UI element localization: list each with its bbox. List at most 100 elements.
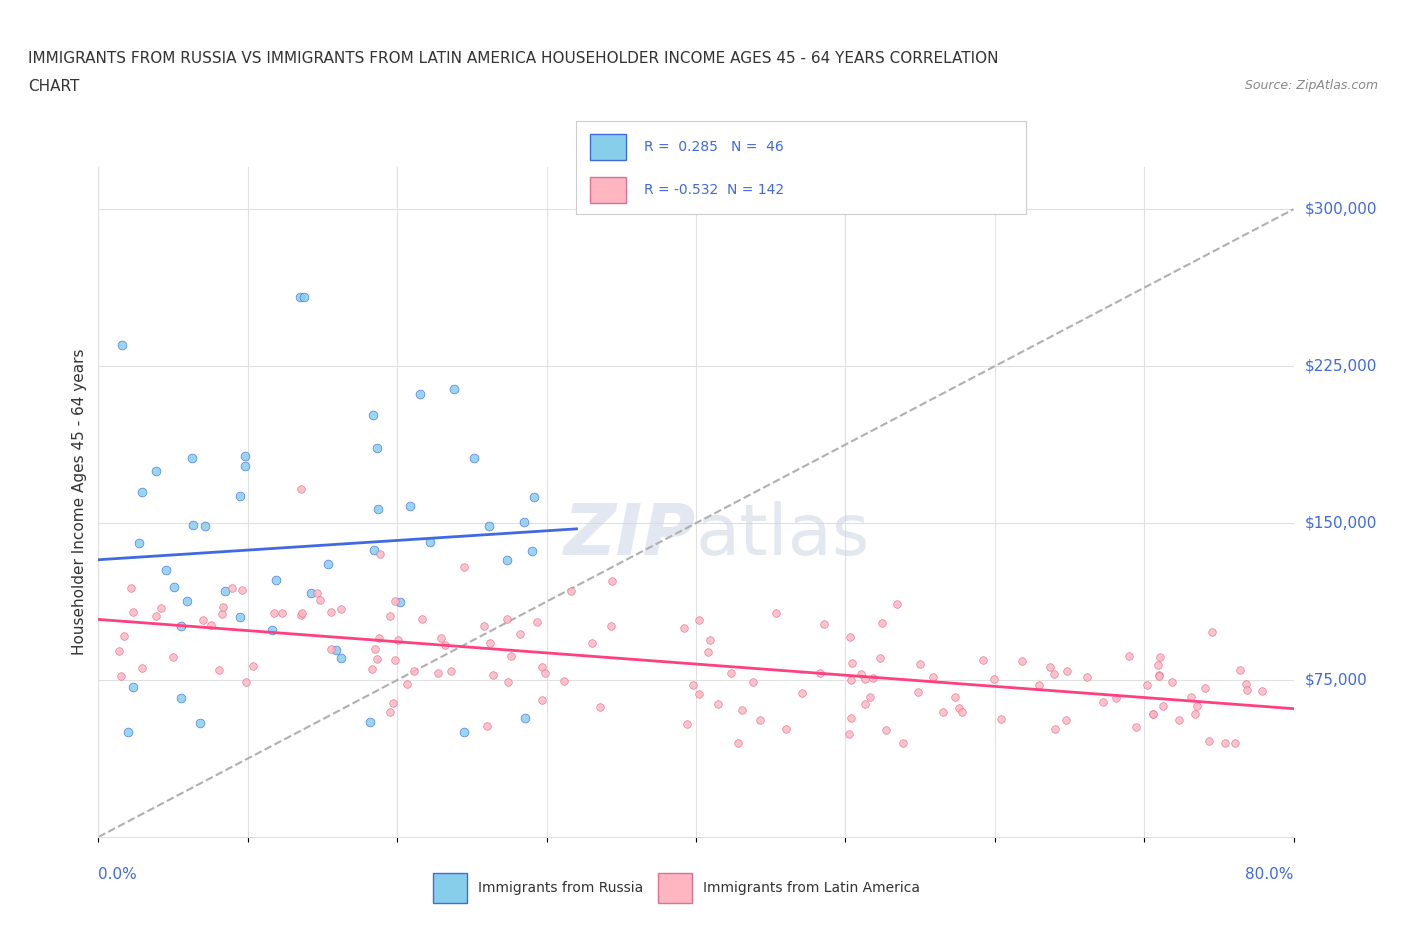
Point [1136,677,1159,692]
Point [440,664,463,679]
Point [509,626,531,641]
Point [851,667,873,682]
Point [1076,670,1098,684]
Point [221,580,243,595]
Point [453,725,475,740]
Point [1236,683,1258,698]
Point [688,613,710,628]
Point [869,651,891,666]
Text: IMMIGRANTS FROM RUSSIA VS IMMIGRANTS FROM LATIN AMERICA HOUSEHOLDER INCOME AGES : IMMIGRANTS FROM RUSSIA VS IMMIGRANTS FRO… [28,51,998,66]
FancyBboxPatch shape [591,177,626,203]
Point [1043,667,1066,682]
Point [368,631,391,645]
Point [363,542,385,557]
Point [108,644,131,658]
Text: Immigrants from Latin America: Immigrants from Latin America [703,881,920,896]
Point [859,689,882,704]
Point [112,629,135,644]
Point [131,485,153,499]
Point [329,651,352,666]
Point [368,546,391,561]
Point [672,620,695,635]
Text: CHART: CHART [28,79,80,94]
Point [560,583,582,598]
Point [122,680,145,695]
Point [478,636,501,651]
Point [1056,663,1078,678]
Point [181,450,204,465]
Point [117,725,139,740]
Point [1234,676,1257,691]
Point [1142,706,1164,721]
Point [727,736,749,751]
Point [367,501,389,516]
Text: $150,000: $150,000 [1305,515,1376,531]
Point [1180,689,1202,704]
Point [292,290,315,305]
Point [121,604,143,619]
Point [1185,698,1208,713]
Point [128,536,150,551]
Point [872,616,894,631]
Point [305,585,328,600]
Point [481,668,503,683]
Point [1028,677,1050,692]
Point [380,608,402,623]
Point [402,663,425,678]
Point [600,618,623,633]
Point [808,666,831,681]
Point [853,697,876,711]
Point [496,553,519,568]
Point [749,712,772,727]
Point [530,659,553,674]
Point [1147,669,1170,684]
Point [495,612,517,627]
Point [676,716,699,731]
Point [361,662,384,677]
Point [682,678,704,693]
Point [932,704,955,719]
Point [600,573,623,588]
Point [526,614,548,629]
Text: $225,000: $225,000 [1305,359,1376,374]
Point [329,602,352,617]
Point [162,649,184,664]
Point [233,458,256,473]
Point [262,623,284,638]
Point [163,580,186,595]
Point [290,607,312,622]
Point [434,637,457,652]
Point [359,714,381,729]
Point [1152,698,1174,713]
Point [972,652,994,667]
Point [453,560,475,575]
Point [862,671,884,685]
Text: R =  0.285   N =  46: R = 0.285 N = 46 [644,140,783,154]
Point [200,618,222,632]
Point [366,441,388,456]
Point [211,606,233,621]
Point [290,482,312,497]
Point [235,674,257,689]
Text: R = -0.532  N = 142: R = -0.532 N = 142 [644,182,785,197]
FancyBboxPatch shape [658,873,692,903]
Point [513,515,536,530]
Point [499,649,522,664]
Point [1201,625,1223,640]
Point [463,450,485,465]
Point [384,653,406,668]
Point [950,705,973,720]
Point [581,636,603,651]
Point [110,669,132,684]
Point [841,711,863,725]
Text: ZIP: ZIP [564,501,696,570]
Point [907,684,929,699]
Point [741,674,763,689]
Point [149,601,172,616]
Point [855,671,877,686]
Point [522,489,544,504]
Point [839,630,862,644]
Point [427,666,450,681]
Text: 80.0%: 80.0% [1246,867,1294,882]
Point [389,594,412,609]
